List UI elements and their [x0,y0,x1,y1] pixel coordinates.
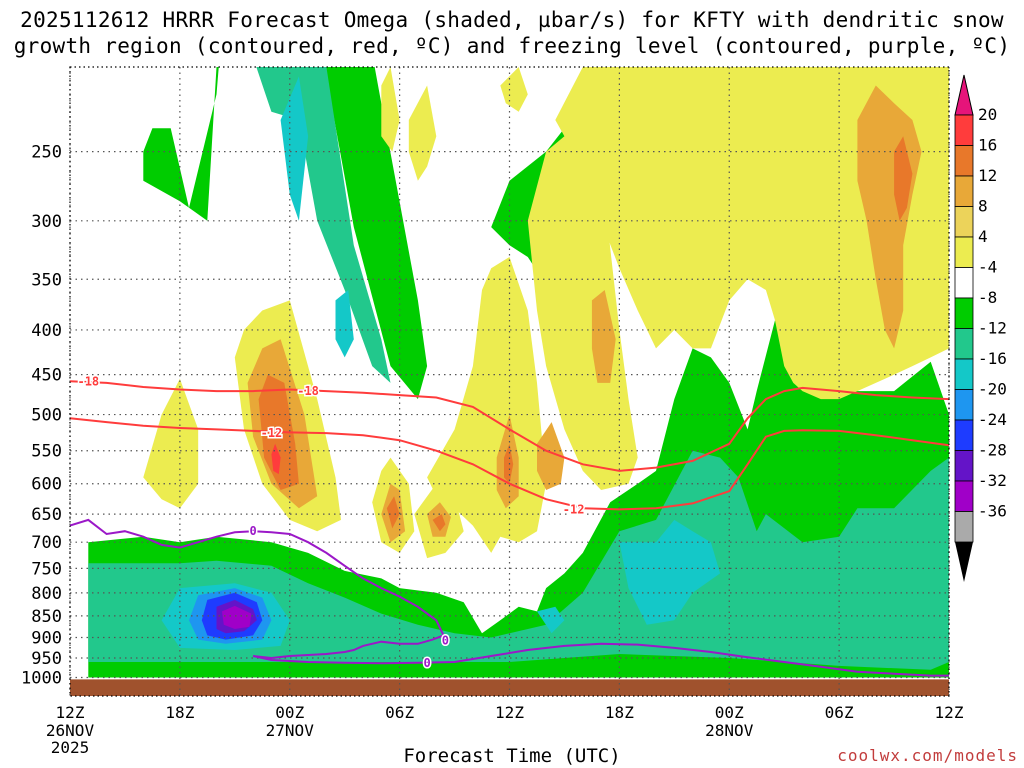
y-tick-label-300: 300 [31,212,62,232]
colorbar-label: -4 [978,258,997,277]
colorbar-label: -24 [978,410,1007,429]
y-tick-label-650: 650 [31,505,62,525]
omega-region--14 [280,76,309,221]
omega-region-6 [143,378,199,509]
x-tick-label: 00Z [715,703,744,722]
colorbar-label: 4 [978,227,988,246]
colorbar-swatch-2 [954,175,974,207]
x-tick-date-label: 26NOV [46,721,95,740]
colorbar-swatch-7 [954,328,974,360]
colorbar-label: 20 [978,105,997,124]
contour-label--18: -18 [297,384,319,398]
colorbar-label: -20 [978,380,1007,399]
colorbar-bottom-arrow [955,542,973,582]
y-tick-label-450: 450 [31,366,62,386]
omega-region--14 [537,606,565,634]
omega-region--10 [256,67,391,383]
omega-region-6 [408,85,437,181]
chart-title-line-2: growth region (contoured, red, ºC) and f… [13,34,1011,58]
colorbar-label: 12 [978,166,997,185]
y-tick-label-700: 700 [31,533,62,553]
omega-region-14 [894,136,913,221]
contour-line--12 [70,417,949,511]
ground-strip [70,679,949,696]
x-tick-date-label: 28NOV [705,721,754,740]
y-tick-label-1000: 1000 [21,668,62,688]
site-credit: coolwx.com/models [837,746,1018,765]
colorbar-swatch-3 [954,206,974,238]
y-tick-label-750: 750 [31,559,62,579]
colorbar-swatch-5 [954,267,974,299]
y-tick-label-600: 600 [31,475,62,495]
omega-region-6 [555,67,949,400]
y-tick-label-800: 800 [31,584,62,604]
y-tick-label-950: 950 [31,649,62,669]
colorbar-swatch-10 [954,419,974,451]
y-tick-label-850: 850 [31,607,62,627]
omega-region--14 [619,519,721,625]
x-tick-label: 12Z [56,703,85,722]
y-tick-label-900: 900 [31,629,62,649]
x-tick-label: 12Z [935,703,964,722]
contour-label--12: -12 [563,502,585,516]
omega-region--14 [335,290,354,358]
colorbar-label: -32 [978,471,1007,490]
colorbar-swatch-12 [954,480,974,512]
x-tick-label: 00Z [275,703,304,722]
grid-lines [69,67,950,696]
contour-label-0: 0 [442,633,449,647]
plot-frame [69,66,950,697]
y-tick-label-550: 550 [31,442,62,462]
colorbar-label: -36 [978,502,1007,521]
x-tick-date-label: 27NOV [266,721,315,740]
colorbar-label: 8 [978,197,988,216]
colorbar-swatch-11 [954,450,974,482]
omega-region--30 [222,605,252,629]
contour-label--18: -18 [77,374,99,388]
contour-line--18 [70,380,949,472]
contour-label-0: 0 [250,524,257,538]
y-tick-label-500: 500 [31,406,62,426]
omega-region-18 [271,443,281,475]
omega-region--10 [88,450,949,670]
contour-label-0: 0 [423,656,430,670]
omega-region--6 [143,67,428,400]
omega-region-6 [500,67,528,112]
colorbar-swatch-13 [954,511,974,543]
colorbar-label: -28 [978,441,1007,460]
x-tick-label: 12Z [495,703,524,722]
x-axis-label: Forecast Time (UTC) [403,745,621,767]
omega-region-14 [432,514,446,532]
x-tick-year-label: 2025 [51,738,90,757]
colorbar-label: -12 [978,319,1007,338]
y-tick-label-400: 400 [31,321,62,341]
colorbar-swatch-6 [954,297,974,329]
omega-region-10 [591,290,616,383]
colorbar-label: 16 [978,136,997,155]
omega-region-14 [386,496,400,529]
contour-label--12: -12 [261,426,283,440]
omega-region-6 [527,120,638,490]
y-tick-label-350: 350 [31,270,62,290]
colorbar-top-arrow [954,74,974,116]
x-tick-label: 18Z [165,703,194,722]
colorbar-swatch-1 [954,145,974,177]
x-tick-label: 18Z [605,703,634,722]
contour-line-0 [70,518,949,677]
colorbar-label: -8 [978,288,997,307]
colorbar-swatch-9 [954,389,974,421]
omega-region-10 [537,422,565,490]
colorbar-swatch-0 [954,114,974,146]
x-tick-label: 06Z [385,703,414,722]
colorbar-swatch-8 [954,358,974,390]
omega-region-14 [504,443,514,484]
x-tick-label: 06Z [825,703,854,722]
colorbar-swatch-4 [954,236,974,268]
colorbar-label: -16 [978,349,1007,368]
omega-region-6 [381,67,400,152]
y-tick-label-250: 250 [31,143,62,163]
chart-title-line-1: 2025112612 HRRR Forecast Omega (shaded, … [20,8,1004,32]
